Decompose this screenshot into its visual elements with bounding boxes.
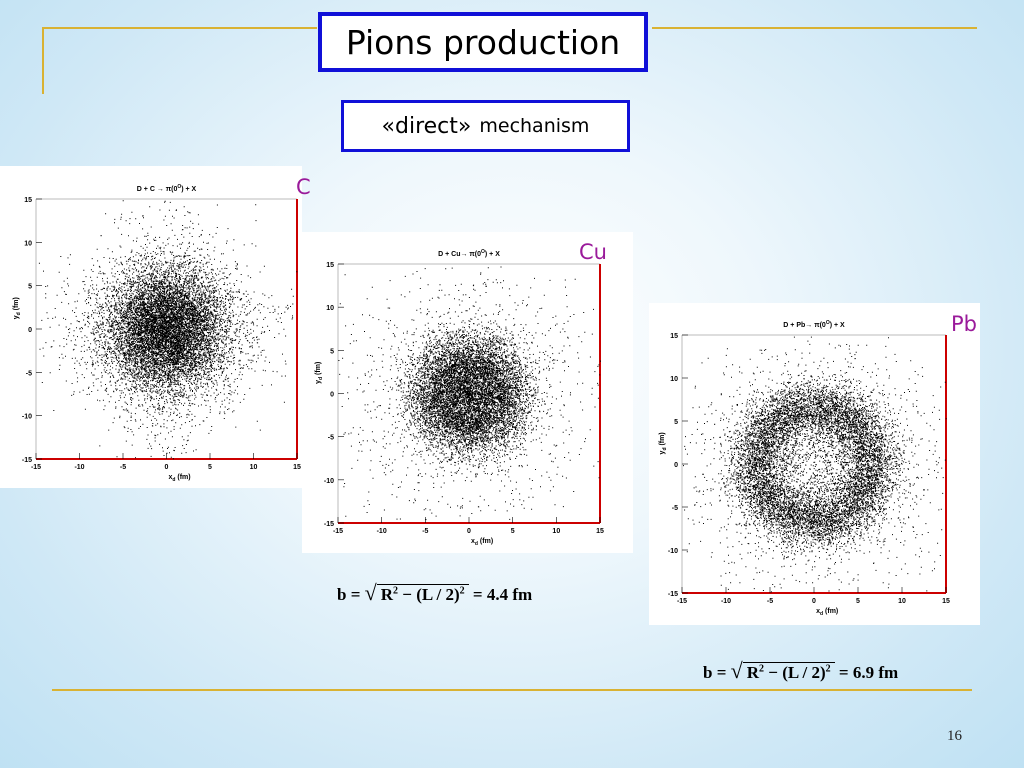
x-tick-label: 10 [552,528,560,535]
y-tick-label: -5 [328,435,334,442]
page-number: 16 [947,728,962,744]
y-tick-label: 5 [28,284,32,291]
formula-mid: − (L / 2) [764,663,826,682]
y-tick-label: -10 [22,414,32,421]
y-tick-label: -5 [672,505,678,512]
y-tick-label: -15 [22,457,32,464]
sqrt-body: R2 − (L / 2)2 [376,584,469,604]
x-axis-label: xd (fm) [168,474,190,483]
plot-title: D + C → π(0O) + X [137,184,197,193]
formula-result: = 6.9 fm [838,663,899,682]
scatter-plot-Pb: D + Pb→ π(0O) + X -15-15 -10 -10 -5 -5 0 0 5 5 10 1… [659,320,950,617]
x-tick-label: -15 [677,598,687,605]
x-axis-label: xd (fm) [471,538,493,547]
y-tick-label: 10 [670,376,678,383]
formula-exp2: 2 [825,663,831,675]
subtitle-box: «direct» mechanism [341,100,630,152]
plot-panel-lead: D + Pb→ π(0O) + X -15 -15 -10 -10 -5 -5 0 0 5 5 10 1… [649,303,980,625]
plot-panel-carbon: D + C → π(0O) + X -15 -15 -10 -10 -5 -5 0 0 5 5 10 1… [0,166,302,488]
plot-title: D + Pb→ π(0O) + X [783,320,845,329]
x-tick-label: -5 [120,464,126,471]
gold-rule-bottom [52,689,972,691]
x-axis-label: xd (fm) [816,608,838,617]
scatter-plot-Cu: D + Cu→ π(0O) + X -15-15 -10 -10 -5 -5 0 0 5 5 10 1… [315,249,604,547]
sqrt-sign: √ [730,658,743,683]
x-tick-label: 10 [250,464,258,471]
scatter-plot-C: D + C → π(0O) + X -15-15 -10 -10 -5 -5 0 0 5 5 10 1… [13,184,301,483]
y-axis-label: yd (fm) [315,362,324,384]
x-tick-label: 0 [812,598,816,605]
y-tick-label: 15 [326,262,334,269]
x-tick-label: -15 [333,528,343,535]
formula-lhs: b = [337,585,361,604]
x-tick-label: 0 [467,528,471,535]
x-tick-label: 10 [898,598,906,605]
y-tick-label: -10 [668,548,678,555]
formula-r: R [746,663,760,682]
x-tick-label: -10 [721,598,731,605]
tag-carbon: C [296,175,311,199]
formula-result: = 4.4 fm [472,585,533,604]
y-tick-label: 15 [24,197,32,204]
y-tick-label: -15 [668,591,678,598]
gold-rule-left [42,27,44,94]
slide-title: Pions production [345,22,621,62]
x-tick-label: 0 [165,464,169,471]
x-tick-label: -10 [74,464,84,471]
x-tick-label: -10 [377,528,387,535]
y-tick-label: 10 [24,240,32,247]
y-axis-label: yd (fm) [659,432,668,454]
x-tick-label: -15 [31,464,41,471]
formula-r: R [380,585,394,604]
scatter-points [683,336,947,593]
x-tick-label: -5 [422,528,428,535]
formula-exp: 2 [759,663,765,675]
x-tick-label: 15 [596,528,604,535]
tag-copper: Cu [579,240,607,264]
y-tick-label: 0 [28,327,32,334]
y-tick-label: 10 [326,305,334,312]
formula-lead: b = √ R2 − (L / 2)2 = 6.9 fm [703,658,898,684]
formula-lhs: b = [703,663,727,682]
x-tick-label: 5 [511,528,515,535]
gold-rule-top-right [652,27,977,29]
sqrt-body: R2 − (L / 2)2 [742,662,835,682]
x-tick-label: 15 [942,598,950,605]
y-tick-label: 15 [670,333,678,340]
formula-mid: − (L / 2) [398,585,460,604]
y-tick-label: 5 [674,419,678,426]
x-tick-label: 5 [208,464,212,471]
y-tick-label: 0 [330,392,334,399]
scatter-points [38,200,298,460]
plot-title: D + Cu→ π(0O) + X [438,249,500,258]
subtitle-main: «direct» [381,113,472,139]
y-tick-label: 0 [674,462,678,469]
formula-exp2: 2 [459,585,465,597]
tag-lead: Pb [951,312,977,336]
formula-exp: 2 [393,585,399,597]
gold-rule-top [42,27,317,29]
x-tick-label: 15 [293,464,301,471]
x-tick-label: 5 [856,598,860,605]
y-tick-label: -15 [324,521,334,528]
formula-copper: b = √ R2 − (L / 2)2 = 4.4 fm [337,580,532,606]
sqrt-sign: √ [364,580,377,605]
y-tick-label: 5 [330,348,334,355]
scatter-points [338,266,601,521]
y-tick-label: -10 [324,478,334,485]
y-tick-label: -5 [26,370,32,377]
plot-panel-copper: D + Cu→ π(0O) + X -15 -15 -10 -10 -5 -5 0 0 5 5 10 1… [302,232,633,553]
x-tick-label: -5 [767,598,773,605]
slide-title-box: Pions production [318,12,648,72]
y-axis-label: yd (fm) [13,297,22,319]
subtitle-rest: mechanism [479,115,590,137]
